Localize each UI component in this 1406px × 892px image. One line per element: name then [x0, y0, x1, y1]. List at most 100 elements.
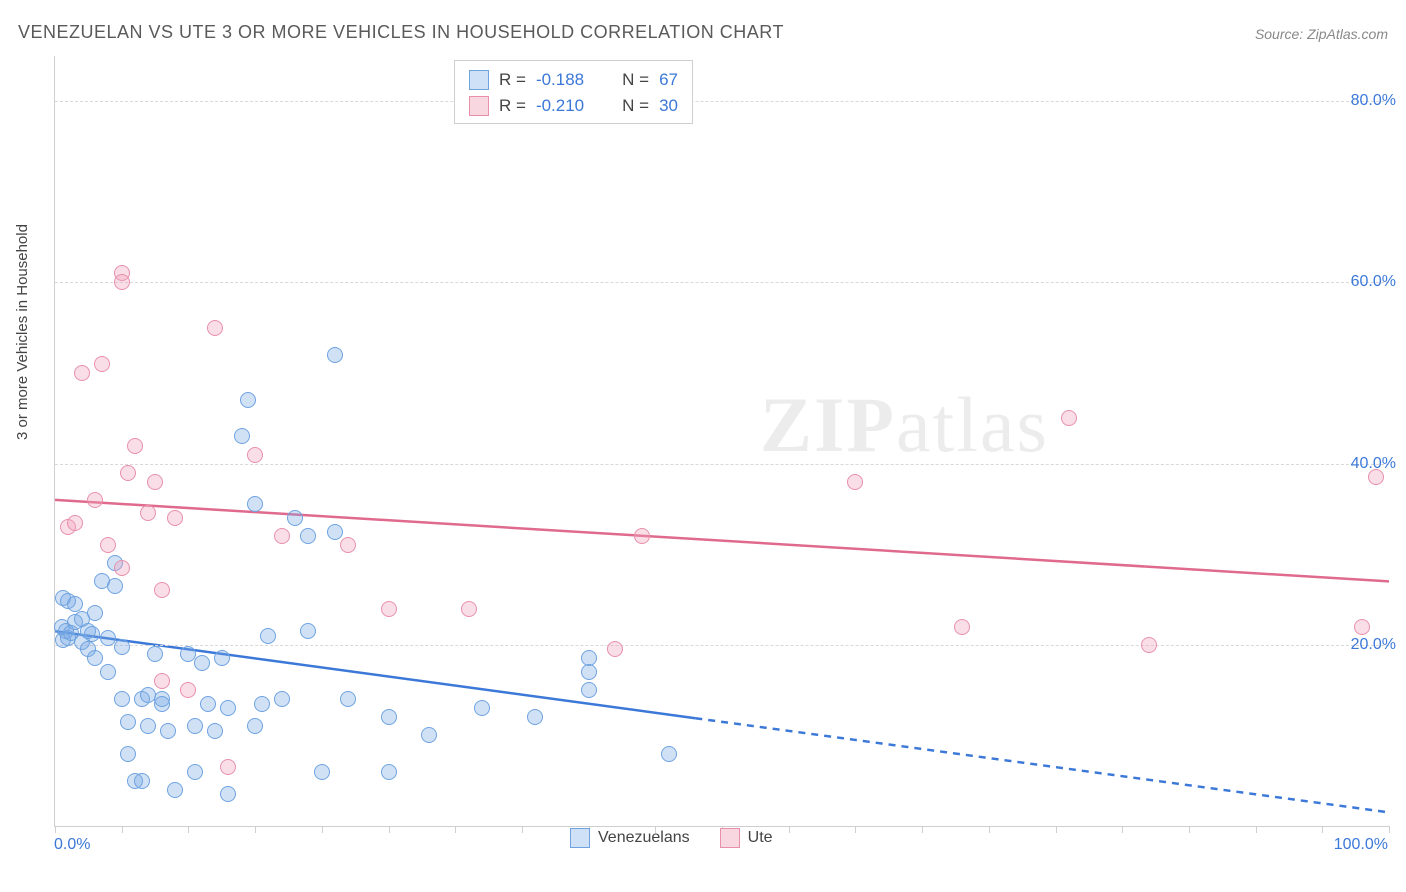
gridline-h [55, 282, 1389, 283]
point-venezuelans [581, 664, 597, 680]
point-venezuelans [314, 764, 330, 780]
x-tick [989, 826, 990, 833]
point-venezuelans [114, 691, 130, 707]
point-venezuelans [187, 718, 203, 734]
trend-lines [55, 56, 1389, 826]
x-tick [188, 826, 189, 833]
chart-title: VENEZUELAN VS UTE 3 OR MORE VEHICLES IN … [18, 22, 784, 43]
point-ute [120, 465, 136, 481]
source-prefix: Source: [1255, 26, 1307, 42]
x-tick [455, 826, 456, 833]
legend-swatch [469, 96, 489, 116]
point-venezuelans [327, 347, 343, 363]
legend-n-label: N = [622, 93, 649, 119]
point-venezuelans [254, 696, 270, 712]
point-venezuelans [200, 696, 216, 712]
point-venezuelans [581, 682, 597, 698]
legend-label: Ute [748, 829, 773, 847]
point-venezuelans [240, 392, 256, 408]
x-tick [55, 826, 56, 833]
source-credit: Source: ZipAtlas.com [1255, 26, 1388, 42]
legend-r-value: -0.188 [536, 67, 584, 93]
legend-item: Ute [720, 828, 773, 848]
point-venezuelans [167, 782, 183, 798]
legend-n-value: 30 [659, 93, 678, 119]
point-venezuelans [661, 746, 677, 762]
point-ute [1141, 637, 1157, 653]
legend-swatch [469, 70, 489, 90]
legend-label: Venezuelans [598, 829, 690, 847]
watermark: ZIPatlas [760, 380, 1049, 470]
point-venezuelans [134, 773, 150, 789]
point-venezuelans [194, 655, 210, 671]
legend-row: R = -0.188N = 67 [469, 67, 678, 93]
point-venezuelans [207, 723, 223, 739]
point-ute [167, 510, 183, 526]
watermark-rest: atlas [896, 381, 1049, 468]
x-tick [389, 826, 390, 833]
point-venezuelans [247, 718, 263, 734]
point-venezuelans [84, 626, 100, 642]
point-venezuelans [67, 596, 83, 612]
point-venezuelans [87, 605, 103, 621]
legend-r-label: R = [499, 93, 526, 119]
x-tick [1056, 826, 1057, 833]
point-ute [207, 320, 223, 336]
gridline-h [55, 645, 1389, 646]
point-ute [147, 474, 163, 490]
y-tick-label: 40.0% [1351, 455, 1396, 473]
point-ute [87, 492, 103, 508]
point-venezuelans [381, 709, 397, 725]
point-venezuelans [120, 746, 136, 762]
x-tick [322, 826, 323, 833]
point-ute [74, 365, 90, 381]
point-venezuelans [421, 727, 437, 743]
point-venezuelans [214, 650, 230, 666]
x-tick [122, 826, 123, 833]
x-tick [789, 826, 790, 833]
point-venezuelans [120, 714, 136, 730]
point-venezuelans [287, 510, 303, 526]
y-axis-label: 3 or more Vehicles in Household [14, 224, 31, 440]
y-tick-label: 20.0% [1351, 636, 1396, 654]
point-ute [94, 356, 110, 372]
point-ute [100, 537, 116, 553]
point-ute [461, 601, 477, 617]
point-venezuelans [300, 623, 316, 639]
point-venezuelans [87, 650, 103, 666]
watermark-bold: ZIP [760, 381, 896, 468]
point-venezuelans [187, 764, 203, 780]
point-ute [954, 619, 970, 635]
y-tick-label: 60.0% [1351, 273, 1396, 291]
correlation-legend: R = -0.188N = 67R = -0.210N = 30 [454, 60, 693, 124]
point-ute [381, 601, 397, 617]
point-venezuelans [247, 496, 263, 512]
legend-n-label: N = [622, 67, 649, 93]
point-venezuelans [381, 764, 397, 780]
x-tick [1322, 826, 1323, 833]
x-tick [522, 826, 523, 833]
legend-swatch [720, 828, 740, 848]
point-venezuelans [114, 639, 130, 655]
gridline-h [55, 464, 1389, 465]
point-ute [247, 447, 263, 463]
point-venezuelans [300, 528, 316, 544]
point-ute [1354, 619, 1370, 635]
point-ute [274, 528, 290, 544]
point-venezuelans [234, 428, 250, 444]
x-tick [1389, 826, 1390, 833]
gridline-h [55, 101, 1389, 102]
plot-area [54, 56, 1389, 827]
x-tick [1256, 826, 1257, 833]
x-tick [255, 826, 256, 833]
point-venezuelans [107, 578, 123, 594]
point-ute [67, 515, 83, 531]
point-ute [340, 537, 356, 553]
legend-item: Venezuelans [570, 828, 690, 848]
x-max-label: 100.0% [1334, 836, 1388, 854]
point-venezuelans [154, 696, 170, 712]
point-ute [220, 759, 236, 775]
point-ute [180, 682, 196, 698]
point-venezuelans [474, 700, 490, 716]
point-venezuelans [340, 691, 356, 707]
